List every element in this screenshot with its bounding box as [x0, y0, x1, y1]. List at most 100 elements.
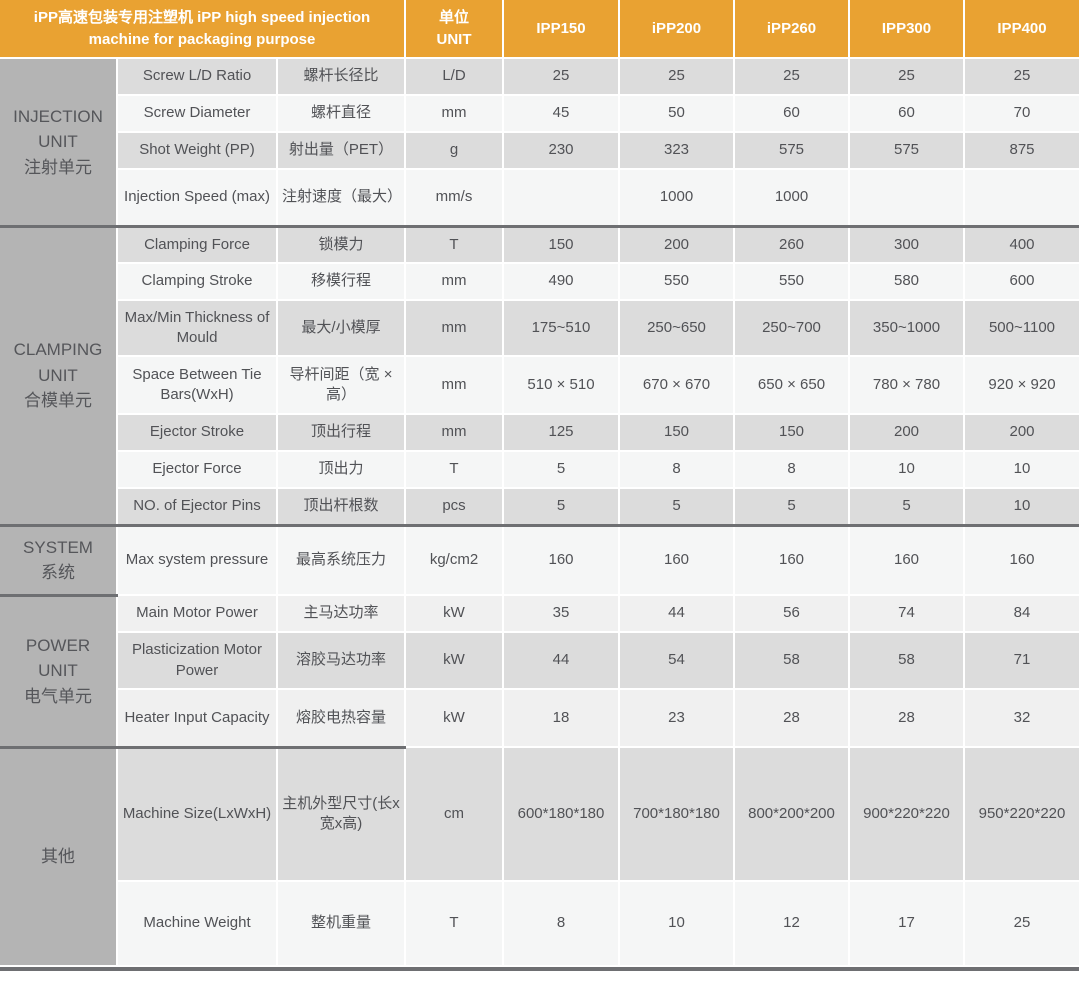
spec-name-zh: 导杆间距（宽 × 高） — [276, 355, 406, 415]
spec-value: 323 — [618, 131, 735, 170]
spec-row: SYSTEM 系统 Max system pressure 最高系统压力 kg/cm2 1… — [0, 523, 1079, 596]
spec-row: Ejector Stroke 顶出行程 mm 125 150 150 200 200 — [0, 413, 1079, 452]
section-label-line: CLAMPING — [13, 340, 103, 360]
spec-name-zh: 溶胶马达功率 — [276, 631, 406, 690]
spec-value: 1000 — [733, 168, 850, 227]
spec-value: 300 — [848, 224, 965, 264]
spec-value: 250~650 — [618, 299, 735, 357]
section-label: SYSTEM 系统 — [0, 523, 118, 596]
spec-value: 5 — [502, 487, 620, 526]
spec-value: 260 — [733, 224, 850, 264]
spec-row: Max/Min Thickness of Mould 最大/小模厚 mm 175~51… — [0, 299, 1079, 357]
unit-value: kg/cm2 — [404, 523, 504, 596]
spec-value: 600*180*180 — [502, 746, 620, 882]
spec-value: 550 — [733, 262, 850, 301]
spec-value: 400 — [963, 224, 1079, 264]
spec-value: 5 — [848, 487, 965, 526]
spec-value: 10 — [848, 450, 965, 489]
spec-name-zh: 顶出行程 — [276, 413, 406, 452]
spec-name-en: Screw L/D Ratio — [116, 57, 278, 96]
spec-value: 71 — [963, 631, 1079, 690]
section-label-line: INJECTION — [13, 106, 103, 126]
spec-row: Clamping Stroke 移模行程 mm 490 550 550 580 600 — [0, 262, 1079, 301]
unit-value: kW — [404, 594, 504, 633]
spec-value: 350~1000 — [848, 299, 965, 357]
spec-name-zh: 最大/小模厚 — [276, 299, 406, 357]
spec-name-en: Plasticization Motor Power — [117, 631, 278, 690]
spec-value: 25 — [963, 880, 1079, 967]
spec-value: 5 — [618, 487, 735, 526]
spec-value: 650 × 650 — [733, 355, 850, 415]
spec-name-en: Ejector Stroke — [117, 413, 278, 452]
spec-value: 10 — [963, 487, 1079, 526]
spec-value: 200 — [963, 413, 1079, 452]
spec-value: 25 — [733, 57, 850, 96]
spec-value: 875 — [963, 131, 1079, 170]
spec-name-zh: 移模行程 — [276, 262, 406, 301]
spec-value: 28 — [848, 688, 965, 748]
spec-row: 其他 Machine Size(LxWxH) 主机外型尺寸(长x宽x高) cm 600*… — [0, 745, 1079, 967]
section-label: INJECTION UNIT 注射单元 — [0, 57, 118, 227]
spec-value: 70 — [963, 94, 1079, 133]
spec-value: 58 — [848, 631, 965, 690]
spec-value: 5 — [502, 450, 620, 489]
spec-value: 8 — [618, 450, 735, 489]
spec-value: 160 — [618, 523, 735, 596]
spec-value: 920 × 920 — [963, 355, 1079, 415]
unit-value: T — [404, 224, 504, 264]
spec-value: 45 — [502, 94, 620, 133]
spec-value: 44 — [618, 594, 735, 633]
spec-name-en: Injection Speed (max) — [117, 168, 278, 227]
spec-value: 490 — [502, 262, 620, 301]
section-label-line: SYSTEM — [23, 537, 93, 557]
spec-name-en: Clamping Force — [116, 224, 278, 264]
spec-value: 700*180*180 — [618, 746, 735, 882]
spec-value: 950*220*220 — [963, 746, 1079, 882]
spec-value: 160 — [733, 523, 850, 596]
spec-row: NO. of Ejector Pins 顶出杆根数 pcs 5 5 5 5 10 — [0, 487, 1079, 526]
unit-header-en: UNIT — [436, 30, 472, 48]
spec-name-en: Heater Input Capacity — [117, 688, 278, 748]
spec-value: 150 — [618, 413, 735, 452]
spec-value: 800*200*200 — [733, 746, 850, 882]
spec-value: 670 × 670 — [618, 355, 735, 415]
spec-value: 18 — [502, 688, 620, 748]
spec-name-en: Ejector Force — [117, 450, 278, 489]
spec-value: 17 — [848, 880, 965, 967]
spec-row: INJECTION UNIT 注射单元 Screw L/D Ratio 螺杆长径比 L/D… — [0, 57, 1079, 227]
unit-value: mm — [404, 94, 504, 133]
spec-value — [963, 168, 1079, 227]
spec-value: 10 — [963, 450, 1079, 489]
spec-value: 250~700 — [733, 299, 850, 357]
spec-value: 35 — [502, 594, 620, 633]
table-title-text: iPP高速包装专用注塑机 iPP high speed injection ma… — [33, 8, 371, 48]
spec-value: 25 — [502, 57, 620, 96]
spec-value: 1000 — [618, 168, 735, 227]
spec-value: 84 — [963, 594, 1079, 633]
spec-value: 5 — [733, 487, 850, 526]
spec-name-zh: 注射速度（最大） — [276, 168, 406, 227]
unit-column-header: 单位 UNIT — [404, 0, 504, 59]
spec-value: 550 — [618, 262, 735, 301]
section-label-line: UNIT — [38, 661, 78, 681]
spec-row: Screw Diameter 螺杆直径 mm 45 50 60 60 70 — [0, 94, 1079, 133]
spec-row: Ejector Force 顶出力 T 5 8 8 10 10 — [0, 450, 1079, 489]
spec-row: Injection Speed (max) 注射速度（最大） mm/s 1000 100… — [0, 168, 1079, 227]
section-label: 其他 — [0, 745, 118, 967]
spec-name-zh: 螺杆长径比 — [276, 57, 406, 96]
spec-value: 150 — [502, 224, 620, 264]
spec-row: Heater Input Capacity 熔胶电热容量 kW 18 23 28 28 32 — [0, 688, 1079, 748]
spec-name-zh: 主马达功率 — [276, 594, 406, 633]
spec-value: 54 — [618, 631, 735, 690]
spec-value: 12 — [733, 880, 850, 967]
spec-value: 32 — [963, 688, 1079, 748]
section-label-line: 合模单元 — [24, 391, 92, 411]
section-label-line: UNIT — [38, 365, 78, 385]
spec-value: 23 — [618, 688, 735, 748]
spec-value: 580 — [848, 262, 965, 301]
spec-value — [848, 168, 965, 227]
spec-value: 74 — [848, 594, 965, 633]
model-column-header-ipp400: IPP400 — [963, 0, 1079, 59]
section-label: POWER UNIT 电气单元 — [0, 593, 118, 748]
